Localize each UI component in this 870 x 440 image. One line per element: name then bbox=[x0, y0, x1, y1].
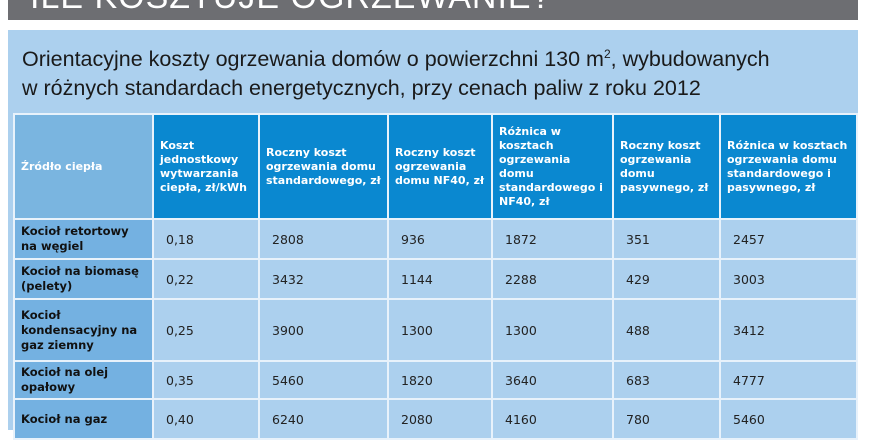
column-header: Roczny koszt ogrzewania domu NF40, zł bbox=[387, 113, 493, 220]
value-cell: 5460 bbox=[258, 360, 389, 400]
value-cell: 1872 bbox=[491, 218, 614, 260]
value-cell: 2457 bbox=[719, 218, 858, 260]
value-cell: 1300 bbox=[387, 298, 493, 362]
heat-source-cell: Kocioł na olej opałowy bbox=[13, 360, 154, 400]
value-cell: 0,18 bbox=[152, 218, 260, 260]
caption-line2: w różnych standardach energetycznych, pr… bbox=[22, 76, 701, 101]
value-cell: 0,35 bbox=[152, 360, 260, 400]
value-cell: 2808 bbox=[258, 218, 389, 260]
value-cell: 936 bbox=[387, 218, 493, 260]
caption-line1-end: , wybudowanych bbox=[610, 47, 770, 72]
column-header: Roczny koszt ogrzewania domu pasywnego, … bbox=[612, 113, 721, 220]
value-cell: 488 bbox=[612, 298, 721, 362]
value-cell: 429 bbox=[612, 258, 721, 300]
value-cell: 3900 bbox=[258, 298, 389, 362]
caption-line1: Orientacyjne koszty ogrzewania domów o p… bbox=[22, 47, 604, 72]
column-header: Roczny koszt ogrzewania domu standardowe… bbox=[258, 113, 389, 220]
heat-source-cell: Kocioł na gaz bbox=[13, 398, 154, 440]
value-cell: 5460 bbox=[719, 398, 858, 440]
table-row: Kocioł kondensacyjny na gaz ziemny 0,25 39… bbox=[13, 298, 858, 362]
value-cell: 0,22 bbox=[152, 258, 260, 300]
value-cell: 2288 bbox=[491, 258, 614, 300]
value-cell: 0,40 bbox=[152, 398, 260, 440]
value-cell: 2080 bbox=[387, 398, 493, 440]
value-cell: 4777 bbox=[719, 360, 858, 400]
value-cell: 1144 bbox=[387, 258, 493, 300]
heat-source-cell: Kocioł na biomasę (pelety) bbox=[13, 258, 154, 300]
column-header: Różnica w kosztach ogrzewania domu stand… bbox=[491, 113, 614, 220]
value-cell: 6240 bbox=[258, 398, 389, 440]
value-cell: 3432 bbox=[258, 258, 389, 300]
value-cell: 1300 bbox=[491, 298, 614, 362]
table-row: Kocioł na olej opałowy 0,35 5460 1820 3640 68… bbox=[13, 360, 858, 400]
banner-title: ILE KOSZTUJE OGRZEWANIE? bbox=[30, 0, 551, 17]
section-banner: ILE KOSZTUJE OGRZEWANIE? bbox=[8, 0, 858, 20]
value-cell: 1820 bbox=[387, 360, 493, 400]
heat-source-cell: Kocioł kondensacyjny na gaz ziemny bbox=[13, 298, 154, 362]
value-cell: 0,25 bbox=[152, 298, 260, 362]
table-header-row: Źródło ciepła Koszt jednostkowy wytwarzan… bbox=[13, 113, 858, 220]
value-cell: 780 bbox=[612, 398, 721, 440]
table-row: Kocioł na gaz 0,40 6240 2080 4160 780 5460 bbox=[13, 398, 858, 440]
column-header: Różnica w kosztach ogrzewania domu stand… bbox=[719, 113, 858, 220]
value-cell: 3003 bbox=[719, 258, 858, 300]
heating-cost-table: Źródło ciepła Koszt jednostkowy wytwarzan… bbox=[13, 113, 858, 440]
heat-source-cell: Kocioł retortowy na węgiel bbox=[13, 218, 154, 260]
value-cell: 4160 bbox=[491, 398, 614, 440]
table-caption: Orientacyjne koszty ogrzewania domów o p… bbox=[22, 40, 770, 103]
caption-superscript: 2 bbox=[603, 47, 611, 61]
value-cell: 351 bbox=[612, 218, 721, 260]
column-header: Koszt jednostkowy wytwarzania ciepła, zł… bbox=[152, 113, 260, 220]
value-cell: 3412 bbox=[719, 298, 858, 362]
table-row: Kocioł retortowy na węgiel 0,18 2808 936 187… bbox=[13, 218, 858, 260]
column-header: Źródło ciepła bbox=[13, 113, 154, 220]
value-cell: 683 bbox=[612, 360, 721, 400]
value-cell: 3640 bbox=[491, 360, 614, 400]
table-row: Kocioł na biomasę (pelety) 0,22 3432 1144 22… bbox=[13, 258, 858, 300]
